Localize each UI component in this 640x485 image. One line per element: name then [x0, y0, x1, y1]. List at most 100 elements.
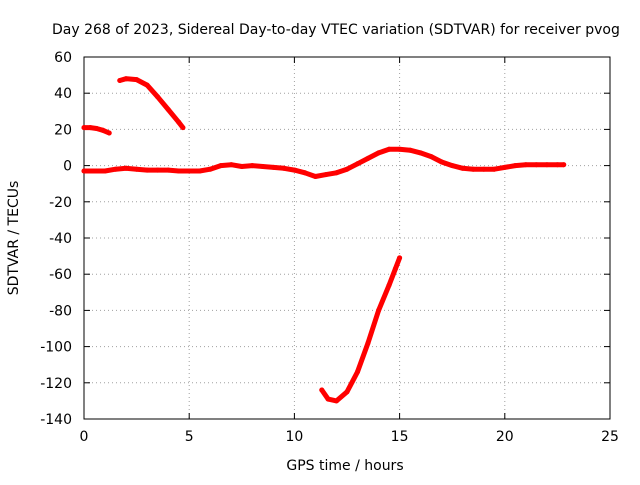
data-point: [155, 94, 161, 100]
data-point: [92, 168, 97, 174]
data-point: [344, 389, 350, 395]
data-point: [392, 266, 398, 272]
data-point: [512, 163, 518, 169]
data-point: [376, 150, 382, 156]
y-tick-label: 60: [54, 50, 72, 66]
data-point: [106, 130, 112, 136]
y-tick-label: -140: [40, 412, 72, 428]
data-series: [81, 76, 567, 404]
data-point: [117, 78, 123, 83]
data-point: [334, 398, 339, 404]
axis-ticks: [83, 56, 611, 420]
data-point: [355, 369, 360, 375]
y-tick-label: -20: [49, 195, 72, 211]
data-point: [386, 282, 392, 288]
data-point: [144, 167, 150, 173]
data-point: [502, 164, 508, 170]
data-point: [249, 163, 255, 169]
data-point: [428, 154, 434, 160]
data-point: [281, 165, 287, 171]
data-point: [218, 163, 224, 169]
data-point: [180, 125, 186, 131]
data-point: [134, 77, 140, 83]
data-point: [439, 159, 445, 165]
data-point: [355, 161, 360, 167]
x-tick-labels: 0 5 10 15 20 25: [80, 429, 619, 445]
data-point: [197, 168, 203, 174]
data-point: [397, 255, 403, 261]
data-point: [239, 164, 245, 169]
y-tick-labels: -140 -120 -100 -80 -60 -40 -20 0 20 40 60: [40, 50, 72, 428]
chart-title: Day 268 of 2023, Sidereal Day-to-day VTE…: [52, 22, 620, 38]
data-point: [123, 165, 129, 171]
x-axis-label: GPS time / hours: [286, 458, 403, 474]
x-tick-label: 15: [391, 429, 409, 445]
data-point: [165, 107, 171, 112]
data-point: [319, 387, 325, 393]
plot-frame: [83, 56, 611, 420]
data-point: [207, 166, 213, 172]
data-point: [165, 167, 171, 173]
data-point: [144, 82, 150, 88]
data-point: [491, 166, 497, 172]
series-line-segment-arc: [117, 76, 186, 131]
data-point: [323, 172, 329, 178]
x-tick-label: 20: [496, 429, 514, 445]
y-axis-label: SDTVAR / TECUs: [6, 181, 22, 296]
series-line-main-trace: [81, 146, 567, 179]
y-tick-label: -80: [49, 303, 72, 319]
y-tick-label: 0: [63, 159, 72, 175]
data-point: [449, 163, 455, 169]
data-point: [176, 168, 182, 174]
data-point: [397, 146, 403, 152]
data-point: [155, 167, 161, 173]
grid-lines: [84, 57, 610, 419]
y-tick-label: 20: [54, 122, 72, 138]
data-point: [407, 147, 413, 153]
data-point: [386, 146, 392, 152]
y-tick-label: -120: [40, 376, 72, 392]
data-point: [270, 164, 276, 170]
data-point: [365, 155, 371, 161]
y-tick-label: -60: [49, 267, 72, 283]
data-point: [176, 119, 182, 125]
data-point: [533, 162, 539, 168]
data-point: [481, 166, 487, 172]
y-tick-label: 40: [54, 86, 72, 102]
series-line-segment-dip: [319, 255, 403, 404]
data-point: [376, 307, 382, 313]
data-point: [470, 166, 476, 172]
data-point: [186, 168, 192, 174]
data-point: [113, 166, 119, 172]
data-point: [312, 174, 318, 179]
data-point: [260, 164, 266, 169]
data-point: [561, 162, 567, 168]
data-point: [100, 127, 106, 133]
data-point: [325, 396, 331, 402]
x-tick-label: 10: [285, 429, 303, 445]
data-point: [418, 150, 424, 156]
data-point: [123, 76, 129, 82]
data-point: [291, 167, 297, 173]
data-point: [365, 340, 371, 346]
data-point: [81, 168, 87, 174]
data-point: [302, 170, 308, 176]
data-point: [544, 162, 550, 168]
data-point: [87, 125, 93, 131]
y-tick-label: -40: [49, 231, 72, 247]
x-tick-label: 5: [185, 429, 194, 445]
data-point: [81, 125, 87, 131]
x-tick-label: 0: [80, 429, 89, 445]
data-point: [344, 166, 350, 172]
data-point: [334, 170, 339, 176]
y-tick-label: -100: [40, 340, 72, 356]
data-point: [102, 168, 108, 174]
data-point: [94, 126, 100, 131]
x-tick-label: 25: [601, 429, 619, 445]
data-point: [523, 162, 529, 168]
data-point: [554, 162, 560, 168]
data-point: [134, 166, 140, 172]
data-point: [460, 165, 466, 171]
